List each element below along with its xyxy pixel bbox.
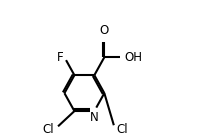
Text: Cl: Cl	[42, 123, 54, 136]
Text: Cl: Cl	[116, 123, 128, 136]
Text: N: N	[90, 111, 99, 124]
Text: O: O	[100, 24, 109, 37]
Text: OH: OH	[124, 51, 142, 64]
Text: F: F	[56, 51, 63, 64]
